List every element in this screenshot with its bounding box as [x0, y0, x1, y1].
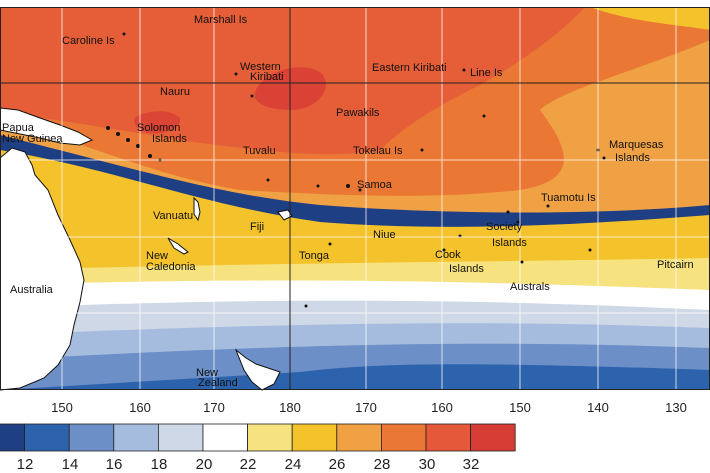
label-vanuatu: Vanuatu	[153, 210, 193, 222]
label-marshall: Marshall Is	[194, 14, 248, 26]
lon-label: 170	[355, 400, 377, 415]
label-marquesas-islands: Islands	[615, 152, 650, 164]
band-28-29	[0, 150, 710, 270]
label-society: Society	[486, 221, 523, 233]
colorbar-label: 32	[463, 456, 480, 473]
label-cook: Cook	[435, 249, 461, 261]
lon-label: 160	[129, 400, 151, 415]
colorbar-swatch	[68, 423, 115, 452]
colorbar-label: 12	[17, 456, 34, 473]
label-eastern-kiribati: Eastern Kiribati	[372, 62, 447, 74]
label-niue: Niue	[373, 229, 396, 241]
land	[0, 107, 293, 391]
colorbar-label: 20	[196, 456, 213, 473]
colorbar-label: 16	[106, 456, 123, 473]
colorbar-swatch	[24, 423, 70, 452]
label-caroline: Caroline Is	[62, 35, 115, 47]
colorbar-label: 26	[329, 456, 346, 473]
lon-label: 150	[51, 400, 73, 415]
colorbar-label: 14	[62, 456, 79, 473]
label-papua: Papua	[2, 122, 35, 134]
label-tuvalu: Tuvalu	[243, 145, 276, 157]
colorbar-label: 18	[151, 456, 168, 473]
colorbar-swatch	[202, 423, 248, 452]
label-samoa: Samoa	[357, 179, 393, 191]
label-new-guinea: New Guinea	[2, 133, 63, 145]
colorbar-swatch	[247, 423, 293, 452]
colorbar-swatch	[291, 423, 338, 452]
colorbar-label: 22	[240, 456, 257, 473]
label-tonga: Tonga	[299, 250, 330, 262]
band-32plus	[590, 7, 710, 30]
lon-label: 170	[203, 400, 225, 415]
label-society-islands: Islands	[492, 237, 527, 249]
label-caledonia: Caledonia	[146, 261, 196, 273]
colorbar-swatch	[336, 423, 382, 452]
australia-land	[0, 147, 85, 391]
colorbar-swatch	[113, 423, 159, 452]
label-phoenix: Pawakils	[336, 107, 380, 119]
label-zealand: Zealand	[198, 377, 238, 389]
label-pitcairn: Pitcairn	[657, 259, 694, 271]
lon-label: 150	[509, 400, 531, 415]
colorbar-swatch	[470, 423, 516, 452]
label-kiribati: Kiribati	[250, 71, 284, 83]
longitude-axis: 150 160 170 180 170 160 150 140 130	[51, 400, 687, 415]
colorbar-label: 30	[419, 456, 436, 473]
colorbar-swatch	[157, 423, 204, 452]
label-marquesas: Marquesas	[609, 139, 664, 151]
new-guinea-land	[0, 107, 94, 146]
colorbar-swatch	[425, 423, 471, 452]
colorbar	[0, 423, 516, 452]
lon-label: 130	[665, 400, 687, 415]
label-line: Line Is	[470, 67, 503, 79]
graticule	[0, 7, 710, 390]
label-solomon-islands: Islands	[152, 133, 187, 145]
label-australs: Australs	[510, 281, 550, 293]
colorbar-labels: 12 14 16 18 20 22 24 26 28 30 32	[17, 456, 480, 473]
lon-label: 160	[431, 400, 453, 415]
temperature-bands	[0, 7, 710, 390]
colorbar-label: 24	[285, 456, 302, 473]
new-zealand-north	[234, 348, 281, 391]
label-cook-islands: Islands	[449, 263, 484, 275]
label-australia: Australia	[10, 284, 54, 296]
label-tuamotu: Tuamotu Is	[541, 192, 596, 204]
place-labels: Marshall Is Caroline Is Western Kiribati…	[2, 14, 694, 389]
lon-label: 180	[279, 400, 301, 415]
label-fiji: Fiji	[250, 221, 264, 233]
small-islands	[106, 32, 606, 308]
hotspot-solomon	[134, 111, 181, 134]
label-new: New	[146, 250, 168, 262]
colorbar-swatch	[380, 423, 427, 452]
label-solomon: Solomon	[137, 122, 180, 134]
label-new-z: New	[196, 367, 218, 379]
vanuatu-land	[193, 196, 201, 222]
new-caledonia-land	[167, 237, 189, 255]
fiji-land	[277, 209, 293, 221]
label-western: Western	[240, 61, 281, 73]
colorbar-swatch	[0, 423, 25, 452]
label-nauru: Nauru	[160, 86, 190, 98]
label-tokelau: Tokelau Is	[353, 145, 403, 157]
colorbar-label: 28	[374, 456, 391, 473]
lon-label: 140	[587, 400, 609, 415]
